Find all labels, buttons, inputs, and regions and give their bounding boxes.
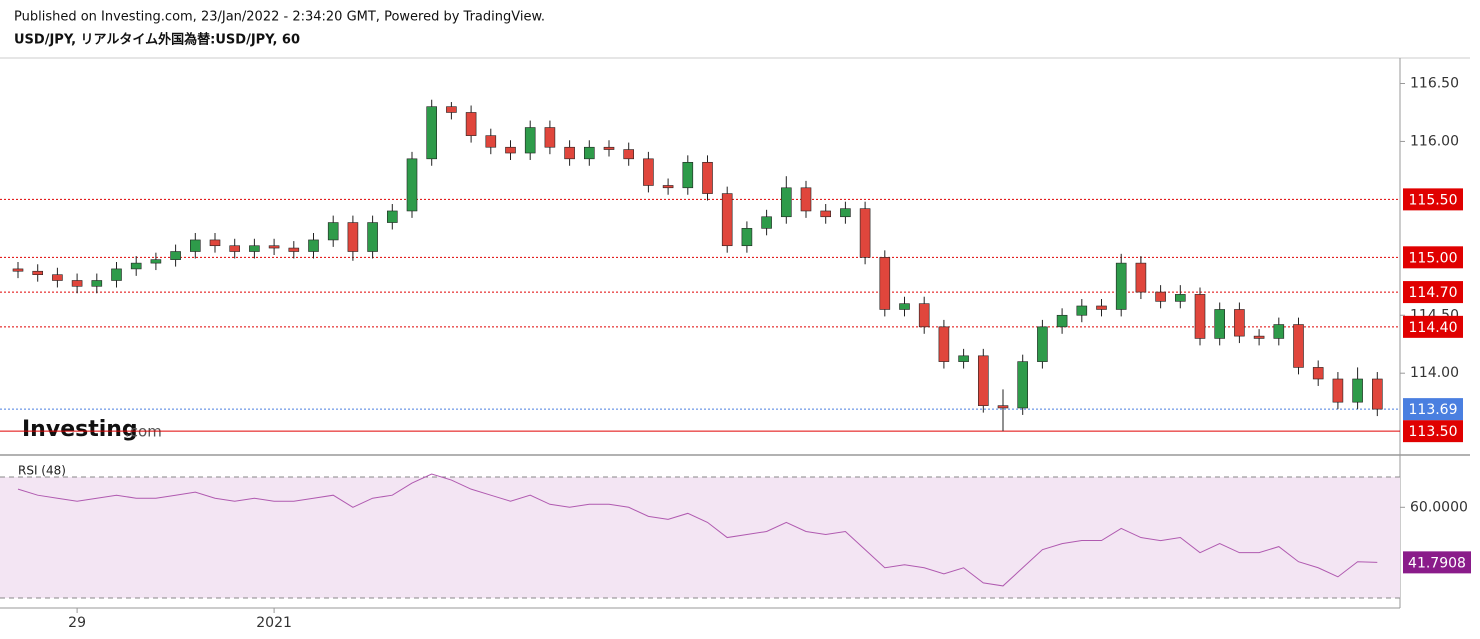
candle-body: [426, 106, 438, 160]
candle-body: [1017, 361, 1029, 409]
candle-body: [1273, 324, 1285, 339]
candle-body: [505, 146, 516, 154]
candle-body: [150, 259, 162, 264]
level-label: 113.50: [1409, 424, 1458, 440]
candle-body: [170, 251, 181, 260]
symbol-title: USD/JPY, リアルタイム外国為替:USD/JPY, 60: [14, 32, 300, 48]
x-tick-label: 2021: [256, 615, 292, 631]
candle-body: [603, 146, 615, 150]
level-label: 115.50: [1409, 192, 1458, 208]
candle-body: [1155, 291, 1166, 302]
candle-body: [386, 210, 398, 223]
candle-body: [52, 274, 63, 281]
candle-body: [268, 245, 280, 249]
published-note: Published on Investing.com, 23/Jan/2022 …: [14, 10, 545, 25]
y-tick-label: 60.0000: [1410, 499, 1468, 515]
candle-body: [1135, 262, 1147, 293]
level-label-bg: [1403, 246, 1463, 269]
candle-body: [1293, 324, 1304, 368]
y-tick-label: 116.00: [1410, 133, 1459, 149]
candle-body: [938, 326, 950, 362]
level-label-bg: [1403, 420, 1463, 443]
candle-body: [918, 303, 930, 328]
candle-body: [347, 222, 359, 252]
candle-body: [1175, 294, 1186, 302]
candle-body: [741, 228, 753, 247]
candle-body: [859, 208, 871, 258]
candle-body: [1352, 378, 1363, 403]
candle-body: [899, 303, 910, 310]
y-tick-label: 116.50: [1410, 75, 1459, 91]
candle-body: [465, 112, 477, 136]
current-price-label-bg: [1403, 398, 1463, 421]
candle-body: [977, 355, 989, 406]
candle-body: [643, 158, 654, 186]
candle-body: [879, 257, 891, 310]
candle-body: [1096, 305, 1107, 310]
candle-body: [1234, 309, 1245, 337]
rsi-name: RSI (48): [18, 464, 66, 478]
current-price-label: 113.69: [1409, 402, 1458, 418]
rsi-band-fill: [0, 477, 1400, 599]
logo-brand: Investing: [22, 417, 138, 442]
candle-body: [12, 268, 24, 272]
candle-body: [1312, 367, 1324, 380]
candle-body: [800, 187, 812, 212]
candle-body: [958, 355, 969, 362]
candle-body: [820, 210, 832, 218]
candle-body: [1056, 314, 1068, 328]
candle-body: [721, 193, 733, 247]
candle-body: [446, 106, 457, 113]
candle-body: [485, 135, 497, 148]
level-label-bg: [1403, 281, 1463, 304]
candle-body: [406, 158, 418, 212]
candle-body: [583, 146, 595, 160]
candle-body: [761, 216, 772, 229]
candle-body: [544, 127, 556, 148]
candle-body: [308, 239, 319, 252]
candle-body: [327, 222, 339, 241]
candle-body: [1076, 305, 1088, 316]
candle-body: [840, 208, 851, 218]
y-tick-label: 114.00: [1410, 365, 1459, 381]
candle-body: [229, 245, 240, 252]
rsi-value-label: 41.7908: [1408, 555, 1466, 571]
level-label: 114.40: [1409, 320, 1458, 336]
candle-body: [1037, 326, 1048, 362]
candle-body: [662, 185, 674, 189]
candle-body: [1115, 262, 1127, 310]
candle-body: [288, 247, 300, 252]
candle-body: [190, 239, 201, 252]
candle-body: [564, 146, 575, 160]
level-label: 115.00: [1409, 250, 1458, 266]
candle-body: [682, 161, 694, 189]
level-label-bg: [1403, 188, 1463, 211]
rsi-line: [17, 473, 1378, 587]
candle-body: [702, 161, 713, 194]
candle-body: [997, 405, 1009, 409]
level-label: 114.70: [1409, 285, 1458, 301]
candle-body: [1194, 294, 1206, 339]
level-label-bg: [1403, 315, 1463, 338]
candle-body: [111, 268, 122, 281]
candle-body: [130, 262, 142, 270]
candle-body: [780, 187, 792, 218]
candle-body: [1214, 309, 1225, 339]
candle-body: [71, 280, 83, 287]
x-tick-label: 29: [68, 615, 86, 631]
candle-body: [524, 127, 536, 154]
candle-body: [367, 222, 378, 252]
candle-body: [623, 149, 635, 160]
rsi-value-bg: [1403, 551, 1471, 574]
candle-body: [32, 270, 44, 276]
candle-body: [1253, 335, 1265, 339]
candle-body: [1372, 378, 1383, 410]
candle-body: [1332, 378, 1344, 403]
candle-body: [209, 239, 221, 247]
candle-body: [249, 245, 260, 252]
candle-body: [91, 280, 103, 287]
